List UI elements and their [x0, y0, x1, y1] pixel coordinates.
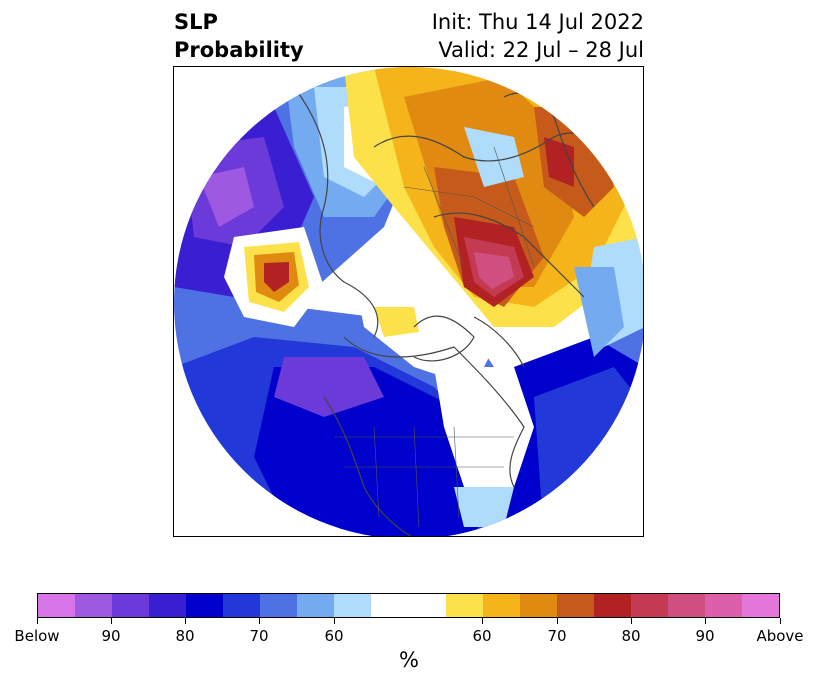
colorbar-tick-label: 70	[547, 627, 567, 645]
colorbar-tick-label: Below	[14, 627, 60, 645]
title-line-1: SLP	[174, 10, 218, 34]
colorbar-segment	[260, 594, 298, 617]
colorbar-tick	[631, 618, 632, 624]
colorbar-tick-label: 60	[324, 627, 344, 645]
init-date: Init: Thu 14 Jul 2022	[431, 10, 644, 34]
colorbar	[37, 593, 780, 618]
colorbar-tick	[780, 618, 781, 624]
colorbar-tick	[37, 618, 38, 624]
colorbar-segment	[482, 594, 520, 617]
colorbar-segment	[186, 594, 224, 617]
borders	[334, 146, 535, 528]
polar-map	[173, 66, 644, 537]
colorbar-tick	[111, 618, 112, 624]
colorbar-unit: %	[399, 648, 419, 672]
colorbar-tick-label: 70	[249, 627, 269, 645]
colorbar-tick-label: 90	[101, 627, 121, 645]
colorbar-segment	[75, 594, 113, 617]
colorbar-tick	[334, 618, 335, 624]
colorbar-tick-label: 60	[472, 627, 492, 645]
colorbar-segment	[297, 594, 335, 617]
probability-map	[174, 67, 643, 536]
title-line-2: Probability	[174, 38, 304, 62]
colorbar-segment	[593, 594, 631, 617]
colorbar-tick	[482, 618, 483, 624]
valid-range: Valid: 22 Jul – 28 Jul	[438, 38, 644, 62]
colorbar-tick-label: Above	[756, 627, 804, 645]
colorbar-tick	[705, 618, 706, 624]
colorbar-segment	[519, 594, 557, 617]
colorbar-tick	[259, 618, 260, 624]
colorbar-tick-label: 80	[621, 627, 641, 645]
colorbar-tick	[557, 618, 558, 624]
colorbar-segment	[704, 594, 742, 617]
colorbar-tick	[185, 618, 186, 624]
colorbar-tick-label: 90	[695, 627, 715, 645]
colorbar-segment	[149, 594, 187, 617]
map-title: SLP Probability	[174, 8, 304, 64]
map-contours	[174, 67, 643, 536]
colorbar-segment	[112, 594, 150, 617]
colorbar-segment	[556, 594, 594, 617]
colorbar-segment	[223, 594, 261, 617]
colorbar-segment	[371, 594, 446, 617]
colorbar-segment	[741, 594, 779, 617]
colorbar-segment	[334, 594, 372, 617]
colorbar-tick-label: 80	[175, 627, 195, 645]
colorbar-segment	[38, 594, 76, 617]
colorbar-segment	[667, 594, 705, 617]
date-info: Init: Thu 14 Jul 2022 Valid: 22 Jul – 28…	[432, 8, 644, 64]
colorbar-segment	[445, 594, 483, 617]
colorbar-segment	[630, 594, 668, 617]
